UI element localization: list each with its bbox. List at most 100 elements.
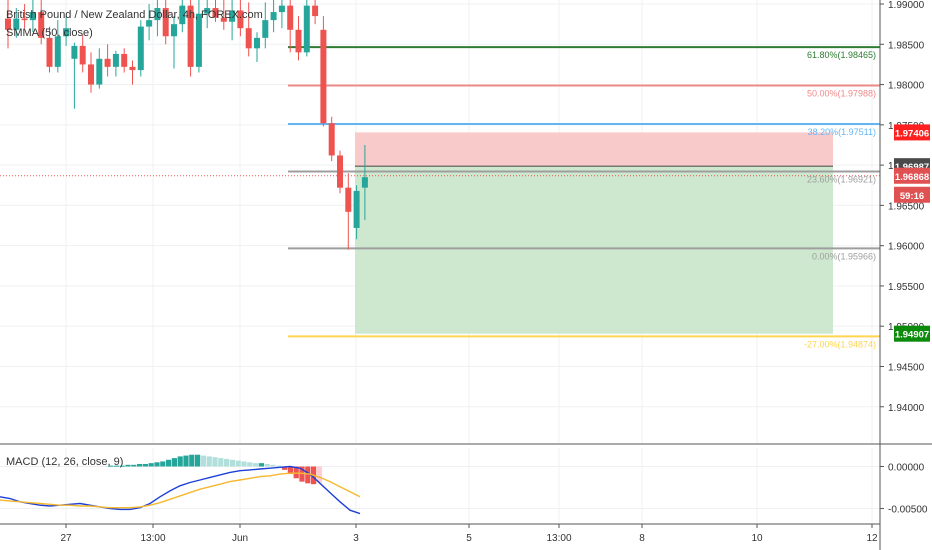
y-tick-label: 1.99000: [888, 0, 925, 11]
fib-label: 61.80%(1.98465): [807, 50, 876, 60]
macd-histogram-bar: [293, 466, 299, 479]
stop-loss-zone: [355, 132, 833, 167]
y-tick-label: 1.96000: [888, 242, 925, 253]
macd-histogram-bar: [241, 461, 247, 467]
candle-body: [320, 29, 327, 124]
macd-histogram-bar: [316, 466, 322, 483]
candle-body: [287, 5, 294, 30]
fib-label: 38.20%(1.97511): [808, 127, 876, 137]
macd-histogram-bar: [177, 456, 183, 467]
macd-histogram-bar: [206, 456, 212, 467]
candle-body: [5, 18, 11, 30]
candle-body: [245, 28, 252, 49]
macd-histogram-bar: [142, 463, 148, 467]
candle-body: [328, 123, 335, 156]
macd-histogram-bar: [183, 455, 189, 467]
candle-body: [21, 18, 28, 21]
x-tick-label: 5: [466, 533, 472, 544]
macd-histogram-bar: [189, 454, 195, 467]
candle-body: [262, 20, 269, 38]
candle-body: [353, 190, 360, 228]
candle-body: [229, 10, 236, 22]
y-tick-label: 1.96500: [888, 201, 925, 212]
macd-histogram: [108, 454, 322, 485]
y-tick-label: 1.95500: [888, 282, 925, 293]
candle-body: [212, 8, 219, 18]
fib-label: 23.60%(1.96921): [807, 174, 876, 184]
indicator-title: SMMA (50, close): [6, 27, 93, 39]
macd-histogram-bar: [195, 454, 201, 467]
y-axis-ticks: 1.990001.985001.980001.975001.970001.965…: [880, 0, 925, 414]
candle-body: [79, 45, 86, 65]
candle-body: [38, 12, 45, 38]
price-tag: [894, 325, 930, 342]
macd-histogram-bar: [212, 457, 218, 467]
candle-body: [46, 37, 53, 67]
macd-histogram-bar: [247, 462, 253, 467]
candle-body: [121, 53, 128, 67]
price-tag-label: 1.96987: [895, 162, 929, 173]
candle-body: [312, 5, 319, 17]
macd-histogram-bar: [229, 459, 235, 467]
candle-body: [171, 24, 177, 37]
macd-title: MACD (12, 26, close, 9): [6, 456, 123, 468]
candle-body: [71, 45, 78, 59]
price-tag: [894, 124, 930, 141]
candle-body: [237, 10, 244, 29]
position-zones[interactable]: [355, 132, 833, 334]
fib-levels[interactable]: 61.80%(1.98465) 50.00%(1.97988) 38.20%(1.9…: [288, 46, 880, 349]
x-axis-ticks: 27 13:00 Jun 3 5 13:00 8 10 12: [60, 524, 878, 544]
macd-y-axis-ticks: 0.00000 -0.00500: [880, 463, 928, 516]
candle-body: [88, 64, 94, 85]
macd-histogram-bar: [108, 465, 114, 467]
candle-body: [54, 36, 61, 67]
candle-body: [361, 177, 368, 188]
candle-body: [129, 66, 136, 71]
y-tick-label: 1.94000: [888, 403, 925, 414]
macd-histogram-bar: [137, 463, 143, 467]
price-tag-label: 1.97406: [895, 128, 929, 139]
macd-histogram-bar: [200, 455, 206, 467]
x-tick-label: Jun: [232, 533, 248, 544]
macd-histogram-bar: [270, 464, 276, 467]
macd-histogram-bar: [305, 466, 311, 484]
macd-histogram-bar: [235, 460, 241, 467]
macd-histogram-bar: [131, 464, 137, 467]
macd-histogram-bar: [218, 458, 224, 467]
fib-label: 0.00%(1.95966): [812, 251, 876, 261]
fib-label: 50.00%(1.97988): [807, 89, 876, 99]
candle-body: [154, 8, 161, 21]
x-tick-label: 13:00: [140, 533, 165, 544]
macd-histogram-bar: [154, 462, 160, 467]
price-tag-label: 1.96868: [895, 172, 929, 183]
fib-label: -27.00%(1.94874): [804, 339, 876, 349]
price-tag: [894, 167, 930, 184]
candle-body: [104, 58, 111, 67]
y-tick-label: 1.98500: [888, 40, 925, 51]
macd-histogram-bar: [148, 463, 154, 467]
macd-histogram-bar: [125, 464, 131, 467]
candle-body: [278, 5, 285, 13]
candle-body: [29, 12, 36, 21]
price-tag-label: 59:16: [900, 191, 924, 202]
candle-body: [162, 8, 169, 37]
macd-histogram-bar: [264, 463, 270, 467]
candle-body: [13, 18, 20, 30]
candle-body: [179, 5, 186, 25]
x-tick-label: 8: [639, 533, 645, 544]
candle-body: [137, 26, 144, 71]
x-tick-label: 13:00: [546, 533, 571, 544]
candle-body: [303, 5, 310, 53]
candle-body: [270, 12, 277, 21]
macd-y-tick-label: -0.00500: [888, 505, 928, 516]
candles: [5, 0, 368, 250]
candle-body: [220, 17, 227, 22]
candle-body: [146, 20, 153, 27]
macd-histogram-bar: [171, 458, 177, 467]
candle-body: [254, 37, 260, 49]
candle-body: [295, 29, 302, 53]
candle-body: [337, 155, 343, 188]
